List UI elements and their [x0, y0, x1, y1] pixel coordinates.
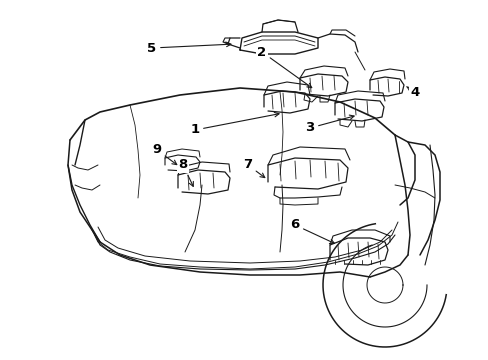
Text: 9: 9 [152, 144, 176, 165]
Text: 1: 1 [190, 112, 279, 136]
Text: 3: 3 [305, 115, 353, 135]
Text: 2: 2 [257, 45, 311, 87]
Text: 4: 4 [406, 85, 419, 99]
Text: 6: 6 [290, 219, 334, 243]
Text: 7: 7 [243, 158, 264, 177]
Text: 5: 5 [147, 41, 230, 54]
Text: 8: 8 [178, 158, 193, 186]
